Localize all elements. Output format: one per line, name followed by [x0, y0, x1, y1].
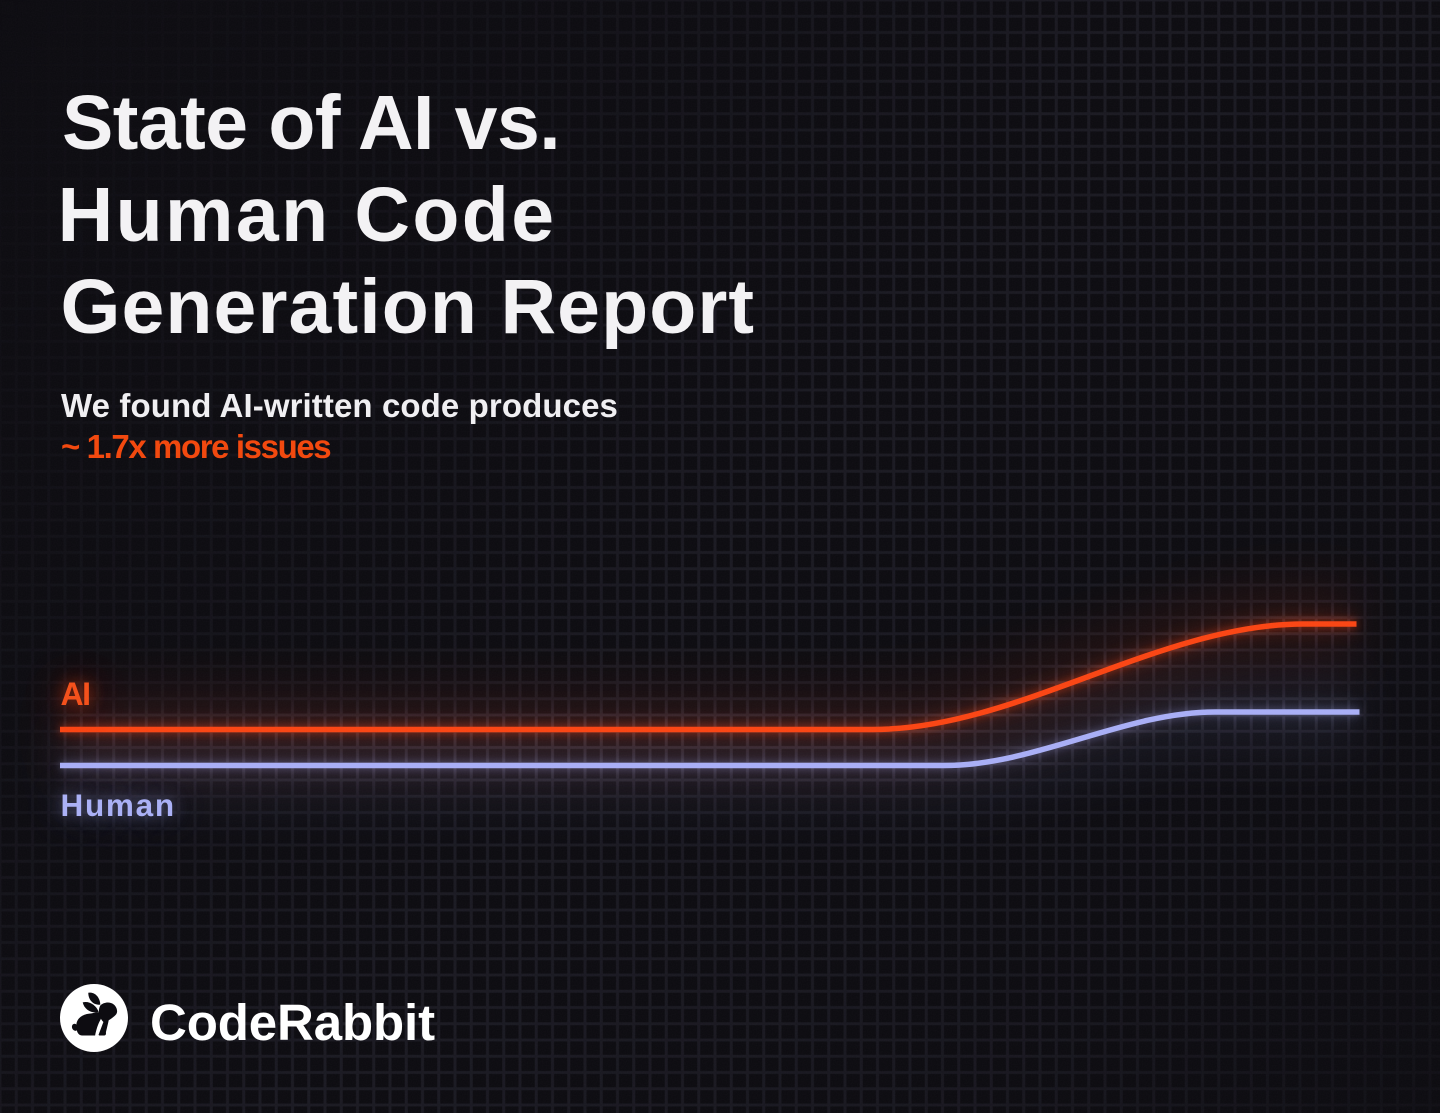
subtitle-intro: We found AI-written code produces: [61, 387, 618, 424]
title-line-3: Generation Report: [60, 264, 756, 351]
subtitle-highlight: ~ 1.7x more issues: [61, 428, 332, 465]
title-line-1: State of AI vs.: [62, 80, 561, 167]
page-title: State of AI vs. Human Code Generation Repo…: [57, 77, 756, 353]
human-series-label: Human: [60, 787, 176, 823]
ai-series-label: AI: [60, 676, 92, 713]
coderabbit-logo: [59, 983, 128, 1052]
rabbit-icon: [71, 992, 117, 1036]
brand-name: CodeRabbit: [150, 993, 435, 1051]
subtitle: We found AI-written code produces ~ 1.7x …: [61, 385, 618, 467]
title-line-2: Human Code: [57, 172, 557, 259]
